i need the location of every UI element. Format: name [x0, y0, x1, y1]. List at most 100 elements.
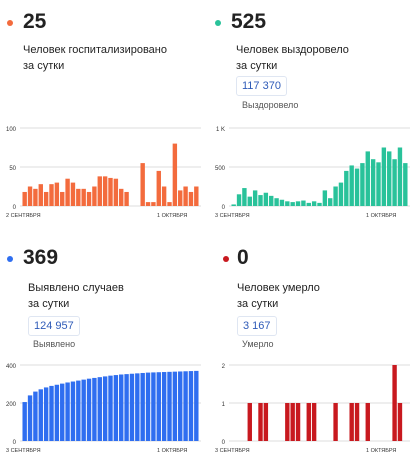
- cases-bar: [161, 372, 167, 441]
- hospitalized-bar: [54, 182, 60, 206]
- recovered-bar: [397, 147, 403, 206]
- cases-bar: [183, 371, 188, 441]
- cases-bar: [145, 372, 151, 441]
- deaths-total-label: Умерло: [242, 339, 274, 349]
- recovered-panel: 525 Человек выздоровело за сутки 117 370…: [209, 0, 418, 231]
- hospitalized-bar: [108, 177, 113, 206]
- recovered-y-tick-label: 500: [215, 166, 226, 172]
- hospitalized-bar: [156, 170, 161, 206]
- recovered-bar: [392, 159, 397, 206]
- hospitalized-bar: [172, 143, 178, 206]
- hospitalized-value: 25: [23, 10, 47, 33]
- recovered-bar: [236, 194, 242, 206]
- cases-bar: [119, 374, 124, 441]
- recovered-bar: [338, 182, 344, 206]
- deaths-bar: [392, 365, 397, 441]
- recovered-bar: [311, 201, 317, 206]
- recovered-total-label: Выздоровело: [242, 100, 299, 110]
- recovered-bar: [381, 147, 387, 206]
- cases-chart: 0 200 400 3 СЕНТЯБРЯ 1 ОКТЯБРЯ: [0, 359, 209, 455]
- recovered-description-line1: Человек выздоровело: [236, 44, 349, 56]
- cases-y-tick-label: 0: [13, 440, 17, 446]
- recovered-bar: [274, 198, 279, 206]
- recovered-bar: [349, 165, 354, 206]
- deaths-total-badge: 3 167: [237, 316, 277, 336]
- deaths-x-start-label: 3 СЕНТЯБРЯ: [215, 448, 250, 454]
- cases-total-label: Выявлено: [33, 339, 76, 349]
- hospitalized-bar: [167, 202, 172, 206]
- cases-bar: [33, 391, 38, 441]
- cases-bar: [167, 371, 172, 441]
- recovered-bar: [360, 163, 365, 206]
- deaths-bar: [397, 403, 403, 441]
- cases-bar: [60, 383, 65, 441]
- recovered-bar: [354, 168, 360, 206]
- recovered-y-tick-label: 0: [222, 205, 226, 211]
- recovered-y-tick-label: 1 K: [216, 127, 225, 133]
- hospitalized-bar: [97, 176, 102, 206]
- cases-bar: [92, 377, 97, 441]
- cases-bar: [27, 395, 33, 441]
- deaths-bar: [349, 403, 354, 441]
- hospitalized-y-tick-label: 100: [6, 127, 17, 133]
- recovered-bar: [301, 200, 306, 206]
- recovered-bar: [322, 190, 328, 206]
- hospitalized-bar: [70, 182, 76, 206]
- cases-description-line1: Выявлено случаев: [28, 282, 124, 294]
- hospitalized-bar: [151, 202, 156, 206]
- hospitalized-y-tick-label: 50: [9, 166, 16, 172]
- cases-bar: [102, 376, 108, 441]
- cases-bar: [178, 371, 183, 441]
- cases-bar: [76, 380, 81, 441]
- hospitalized-bar: [140, 163, 145, 206]
- recovered-chart: 0 500 1 K 3 СЕНТЯБРЯ 1 ОКТЯБРЯ: [209, 122, 418, 220]
- recovered-bar: [242, 188, 247, 206]
- cases-y-tick-label: 400: [6, 364, 17, 370]
- cases-bar: [38, 389, 43, 441]
- cases-y-tick-label: 200: [6, 402, 17, 408]
- cases-total-badge: 124 957: [28, 316, 80, 336]
- deaths-description-line2: за сутки: [237, 298, 279, 310]
- deaths-bar: [311, 403, 317, 441]
- hospitalized-x-end-label: 1 ОКТЯБРЯ: [157, 213, 187, 219]
- recovered-value: 525: [231, 10, 267, 33]
- recovered-bar: [403, 163, 408, 206]
- hospitalized-bar: [183, 186, 188, 206]
- hospitalized-bar: [113, 178, 119, 206]
- cases-bar: [81, 379, 86, 441]
- cases-bar: [54, 384, 60, 441]
- cases-bar: [43, 387, 49, 441]
- hospitalized-bar: [22, 191, 27, 206]
- cases-description: Выявлено случаев за сутки: [28, 280, 124, 312]
- hospitalized-dot: [7, 20, 13, 26]
- deaths-bar: [247, 403, 252, 441]
- deaths-chart: 0 1 2 3 СЕНТЯБРЯ 1 ОКТЯБРЯ: [209, 359, 418, 455]
- cases-bar: [188, 371, 194, 441]
- hospitalized-bar: [145, 202, 151, 206]
- deaths-y-tick-label: 2: [222, 364, 226, 370]
- recovered-bar: [258, 195, 263, 206]
- deaths-bar: [285, 403, 290, 441]
- recovered-chart-svg: 0 500 1 K 3 СЕНТЯБРЯ 1 ОКТЯБРЯ: [215, 127, 410, 219]
- hospitalized-description-line2: за сутки: [23, 60, 65, 72]
- cases-bar: [86, 378, 92, 441]
- cases-bar: [113, 375, 119, 441]
- deaths-bar: [306, 403, 311, 441]
- hospitalized-description: Человек госпитализировано за сутки: [23, 42, 167, 74]
- cases-bar: [172, 371, 178, 441]
- hospitalized-bar: [81, 188, 86, 206]
- deaths-bar: [263, 403, 269, 441]
- hospitalized-chart: 0 50 100 2 СЕНТЯБРЯ 1 ОКТЯБРЯ: [0, 122, 209, 220]
- hospitalized-chart-svg: 0 50 100 2 СЕНТЯБРЯ 1 ОКТЯБРЯ: [6, 127, 201, 219]
- hospitalized-bar: [86, 191, 92, 206]
- cases-bar: [194, 370, 199, 441]
- hospitalized-bar: [124, 191, 129, 206]
- cases-panel: 369 Выявлено случаев за сутки 124 957 Вы…: [0, 231, 209, 463]
- hospitalized-bar: [92, 186, 97, 206]
- cases-bar: [140, 372, 145, 441]
- hospitalized-bar: [33, 188, 38, 206]
- hospitalized-panel: 25 Человек госпитализировано за сутки 0 5…: [0, 0, 209, 231]
- recovered-bar: [247, 196, 252, 206]
- cases-value: 369: [23, 246, 59, 269]
- deaths-panel: 0 Человек умерло за сутки 3 167 Умерло 0…: [209, 231, 418, 463]
